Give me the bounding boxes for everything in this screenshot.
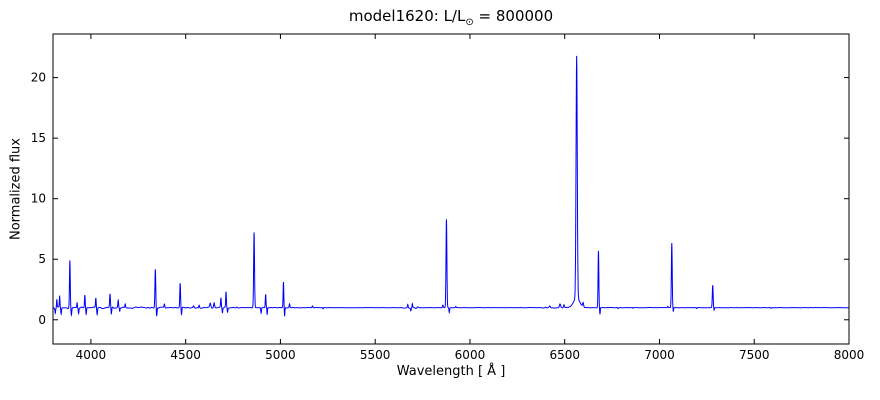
x-tick-label: 7500 (739, 348, 770, 362)
x-tick-label: 7000 (644, 348, 675, 362)
y-axis-label: Normalized flux (8, 138, 24, 240)
y-tick-label: 15 (31, 131, 46, 145)
x-tick-label: 4500 (170, 348, 201, 362)
x-axis-label: Wavelength [ Å ] (396, 364, 506, 379)
chart-title-text: model1620: L/L (348, 7, 466, 25)
x-tick-label: 5000 (265, 348, 296, 362)
y-tick-label: 10 (31, 192, 46, 206)
chart-title-value: = 800000 (473, 7, 554, 25)
x-tick-label: 5500 (360, 348, 391, 362)
spectrum-line (53, 55, 849, 317)
x-tick-label: 8000 (834, 348, 865, 362)
solar-symbol: ⊙ (465, 17, 474, 28)
y-tick-label: 0 (38, 313, 46, 327)
plot-border (52, 33, 850, 345)
y-tick-label: 20 (31, 71, 46, 85)
x-tick-label: 6500 (549, 348, 580, 362)
y-tick-label: 5 (38, 252, 46, 266)
x-tick-label: 4000 (76, 348, 107, 362)
x-tick-label: 6000 (455, 348, 486, 362)
chart-title: model1620: L/L⊙ = 800000 (53, 7, 849, 28)
